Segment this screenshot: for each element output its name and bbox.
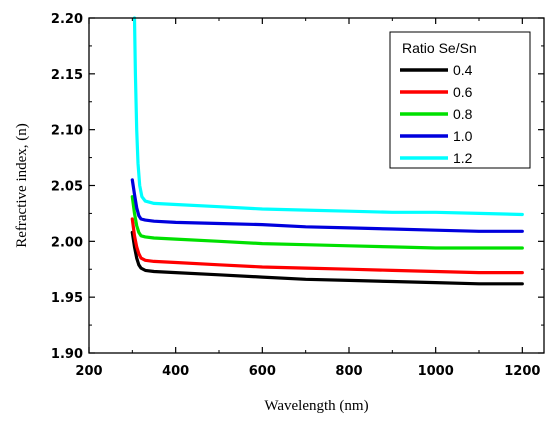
legend-label-0.4: 0.4 (453, 62, 473, 78)
x-tick-label: 600 (249, 364, 276, 379)
x-tick-label: 1000 (418, 364, 454, 379)
y-axis-label: Refractive index, (n) (14, 123, 30, 248)
legend: Ratio Se/Sn 0.4 0.6 0.8 1.0 1.2 (389, 31, 531, 169)
series-line-0.6 (130, 217, 524, 275)
legend-label-0.6: 0.6 (453, 84, 473, 100)
series-line-1.2 (132, 16, 524, 217)
legend-label-1.2: 1.2 (453, 150, 473, 166)
x-tick-label: 400 (162, 364, 189, 379)
series-layer (130, 16, 524, 286)
x-tick-label: 800 (335, 364, 362, 379)
series-line-1.0 (130, 178, 524, 233)
x-tick-label: 1200 (504, 364, 540, 379)
y-tick-label: 1.95 (51, 291, 83, 306)
y-tick-label: 2.05 (51, 180, 83, 195)
x-tick-label: 200 (75, 364, 102, 379)
x-axis-label: Wavelength (nm) (264, 398, 368, 414)
series-line-0.8 (130, 195, 524, 250)
legend-box (389, 31, 531, 169)
y-tick-label: 2.15 (51, 68, 83, 83)
series-line-0.4 (130, 230, 524, 286)
y-tick-label: 1.90 (51, 347, 83, 362)
legend-title: Ratio Se/Sn (402, 40, 477, 56)
ticks-layer: 200 400 600 800 1000 1200 1.90 1.95 2.00 2.05 2.10… (51, 12, 544, 379)
y-tick-label: 2.00 (51, 235, 83, 250)
y-tick-label: 2.10 (51, 124, 83, 139)
legend-label-0.8: 0.8 (453, 106, 473, 122)
legend-label-1.0: 1.0 (453, 128, 473, 144)
y-tick-label: 2.20 (51, 12, 83, 27)
